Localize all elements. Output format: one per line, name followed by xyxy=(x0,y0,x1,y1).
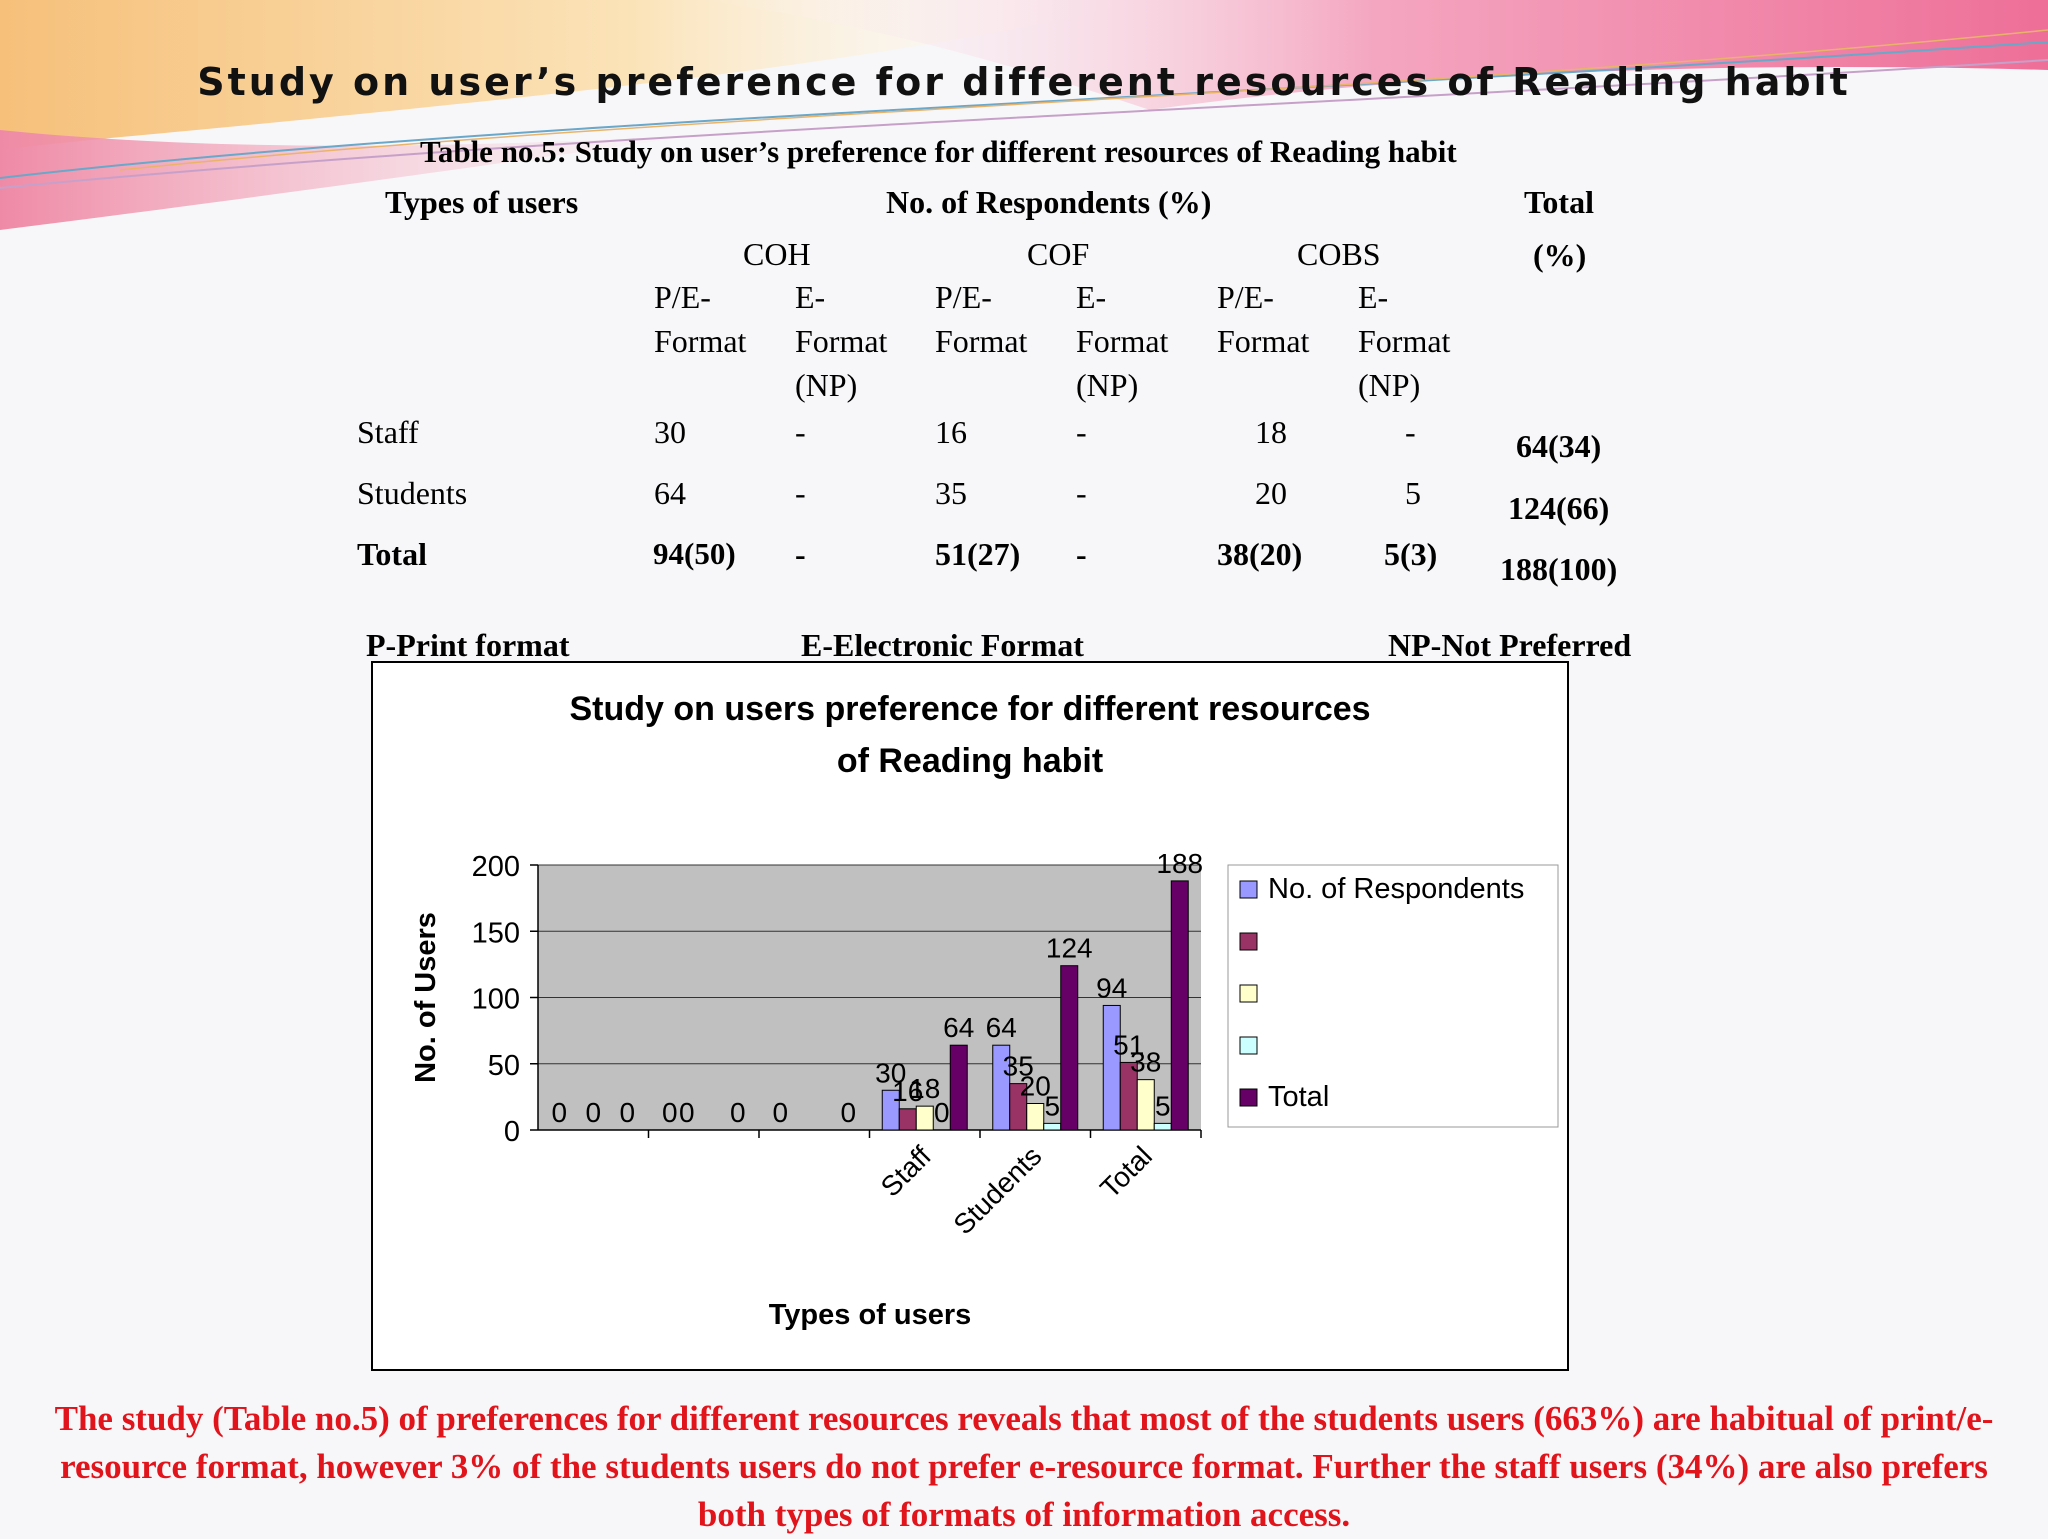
y-tick-label: 150 xyxy=(472,917,520,949)
group-header-cobs: COBS xyxy=(1297,236,1381,272)
data-label: 0 xyxy=(619,1097,635,1128)
data-label: 0 xyxy=(772,1097,788,1128)
data-label: 188 xyxy=(1156,848,1203,879)
x-tick-label: Total xyxy=(1094,1140,1158,1204)
subheader-cof-e-format-np: E- Format (NP) xyxy=(1076,279,1169,403)
data-label: 64 xyxy=(943,1012,974,1043)
row-label: Staff xyxy=(357,414,419,450)
bar xyxy=(1153,1122,1172,1131)
data-label: 0 xyxy=(662,1097,678,1128)
legend-box xyxy=(1227,864,1559,1128)
data-label: 16 xyxy=(892,1076,923,1107)
legend-label: No. of Respondents xyxy=(1268,873,1524,905)
slide-title: Study on user’s preference for different… xyxy=(197,60,1851,104)
bar xyxy=(915,1105,934,1131)
table-cell: 5(3) xyxy=(1384,536,1438,572)
subheader-coh-pe-format: P/E- Format xyxy=(654,279,747,359)
data-label: 0 xyxy=(679,1097,695,1128)
table-cell: - xyxy=(1405,414,1416,450)
data-label: 51 xyxy=(1113,1029,1144,1060)
bar xyxy=(898,1108,917,1131)
table-cell: - xyxy=(1076,475,1087,511)
header-total: Total xyxy=(1524,184,1594,220)
legend-swatch xyxy=(1239,932,1258,951)
y-tick-label: 50 xyxy=(488,1050,520,1082)
legend-print-format: P-Print format xyxy=(366,627,570,663)
table-cell: 5 xyxy=(1405,475,1421,511)
group-header-coh: COH xyxy=(743,236,811,272)
data-label: 38 xyxy=(1130,1047,1161,1078)
table-cell: 30 xyxy=(654,414,686,450)
data-label: 18 xyxy=(909,1073,940,1104)
chart-title: Study on users preference for different … xyxy=(569,690,1370,728)
bar xyxy=(949,1044,968,1131)
legend-swatch xyxy=(1239,880,1258,899)
group-header-cof: COF xyxy=(1027,236,1090,272)
subheader-cof-pe-format: P/E- Format xyxy=(935,279,1028,359)
table-cell: 16 xyxy=(935,414,967,450)
subheader-cobs-pe-format: P/E- Format xyxy=(1217,279,1310,359)
data-label: 20 xyxy=(1020,1071,1051,1102)
data-label: 30 xyxy=(875,1057,906,1088)
x-tick-label: Students xyxy=(947,1140,1047,1240)
table-cell: 64 xyxy=(654,475,686,511)
table-cell: - xyxy=(1076,414,1087,450)
table-cell: 35 xyxy=(935,475,967,511)
chart-title: of Reading habit xyxy=(837,742,1103,780)
header-no-of-respondents: No. of Respondents (%) xyxy=(886,184,1212,220)
table-cell: - xyxy=(795,475,806,511)
row-label: Total xyxy=(357,536,427,572)
legend-label: Total xyxy=(1268,1081,1329,1113)
row-total: 124(66) xyxy=(1508,490,1610,526)
data-label: 64 xyxy=(986,1012,1017,1043)
data-label: 124 xyxy=(1046,933,1093,964)
data-label: 0 xyxy=(730,1097,746,1128)
x-tick-label: Staff xyxy=(875,1140,937,1202)
data-label: 0 xyxy=(840,1097,856,1128)
decorative-header-swoosh xyxy=(0,0,2048,230)
table-cell: - xyxy=(1076,536,1087,572)
legend-electronic-format: E-Electronic Format xyxy=(801,627,1084,663)
bar xyxy=(1043,1122,1062,1131)
row-label: Students xyxy=(357,475,468,511)
table-cell: 20 xyxy=(1255,475,1287,511)
legend-swatch xyxy=(1239,984,1258,1003)
table-cell: 51(27) xyxy=(935,536,1021,572)
subheader-coh-e-format-np: E- Format (NP) xyxy=(795,279,888,403)
table-cell: - xyxy=(795,536,806,572)
subheader-cobs-e-format-np: E- Format (NP) xyxy=(1358,279,1451,403)
data-label: 0 xyxy=(551,1097,567,1128)
table-cell: 94(50) xyxy=(653,536,736,571)
bar xyxy=(1136,1079,1155,1131)
data-label: 5 xyxy=(1044,1090,1060,1121)
data-label: 35 xyxy=(1003,1051,1034,1082)
legend-swatch xyxy=(1239,1036,1258,1055)
row-total: 64(34) xyxy=(1516,428,1602,464)
data-label: 0 xyxy=(934,1097,950,1128)
row-total: 188(100) xyxy=(1500,551,1618,587)
bar xyxy=(1026,1103,1045,1131)
bar xyxy=(1060,965,1079,1131)
table-cell: 38(20) xyxy=(1217,536,1303,572)
header-types-of-users: Types of users xyxy=(385,184,579,220)
data-label: 0 xyxy=(585,1097,601,1128)
bar-chart: Study on users preference for different … xyxy=(410,690,1559,1331)
table-caption: Table no.5: Study on user’s preference f… xyxy=(420,134,1457,169)
legend-not-preferred: NP-Not Preferred xyxy=(1388,627,1632,663)
table-cell: 18 xyxy=(1255,414,1287,450)
data-label: 94 xyxy=(1096,972,1127,1003)
chart-frame: Study on users preference for different … xyxy=(371,661,1569,1371)
legend-swatch xyxy=(1239,1088,1258,1107)
summary-text: The study (Table no.5) of preferences fo… xyxy=(54,1399,1994,1534)
data-label: 5 xyxy=(1155,1090,1171,1121)
table-cell: - xyxy=(795,414,806,450)
bar xyxy=(1170,880,1189,1131)
y-axis-label: No. of Users xyxy=(410,912,442,1083)
y-tick-label: 200 xyxy=(472,851,520,883)
y-tick-label: 100 xyxy=(472,984,520,1016)
x-axis-label: Types of users xyxy=(769,1299,972,1331)
y-tick-label: 0 xyxy=(504,1116,520,1148)
header-total-percent: (%) xyxy=(1533,237,1587,273)
bar xyxy=(1102,1004,1121,1131)
